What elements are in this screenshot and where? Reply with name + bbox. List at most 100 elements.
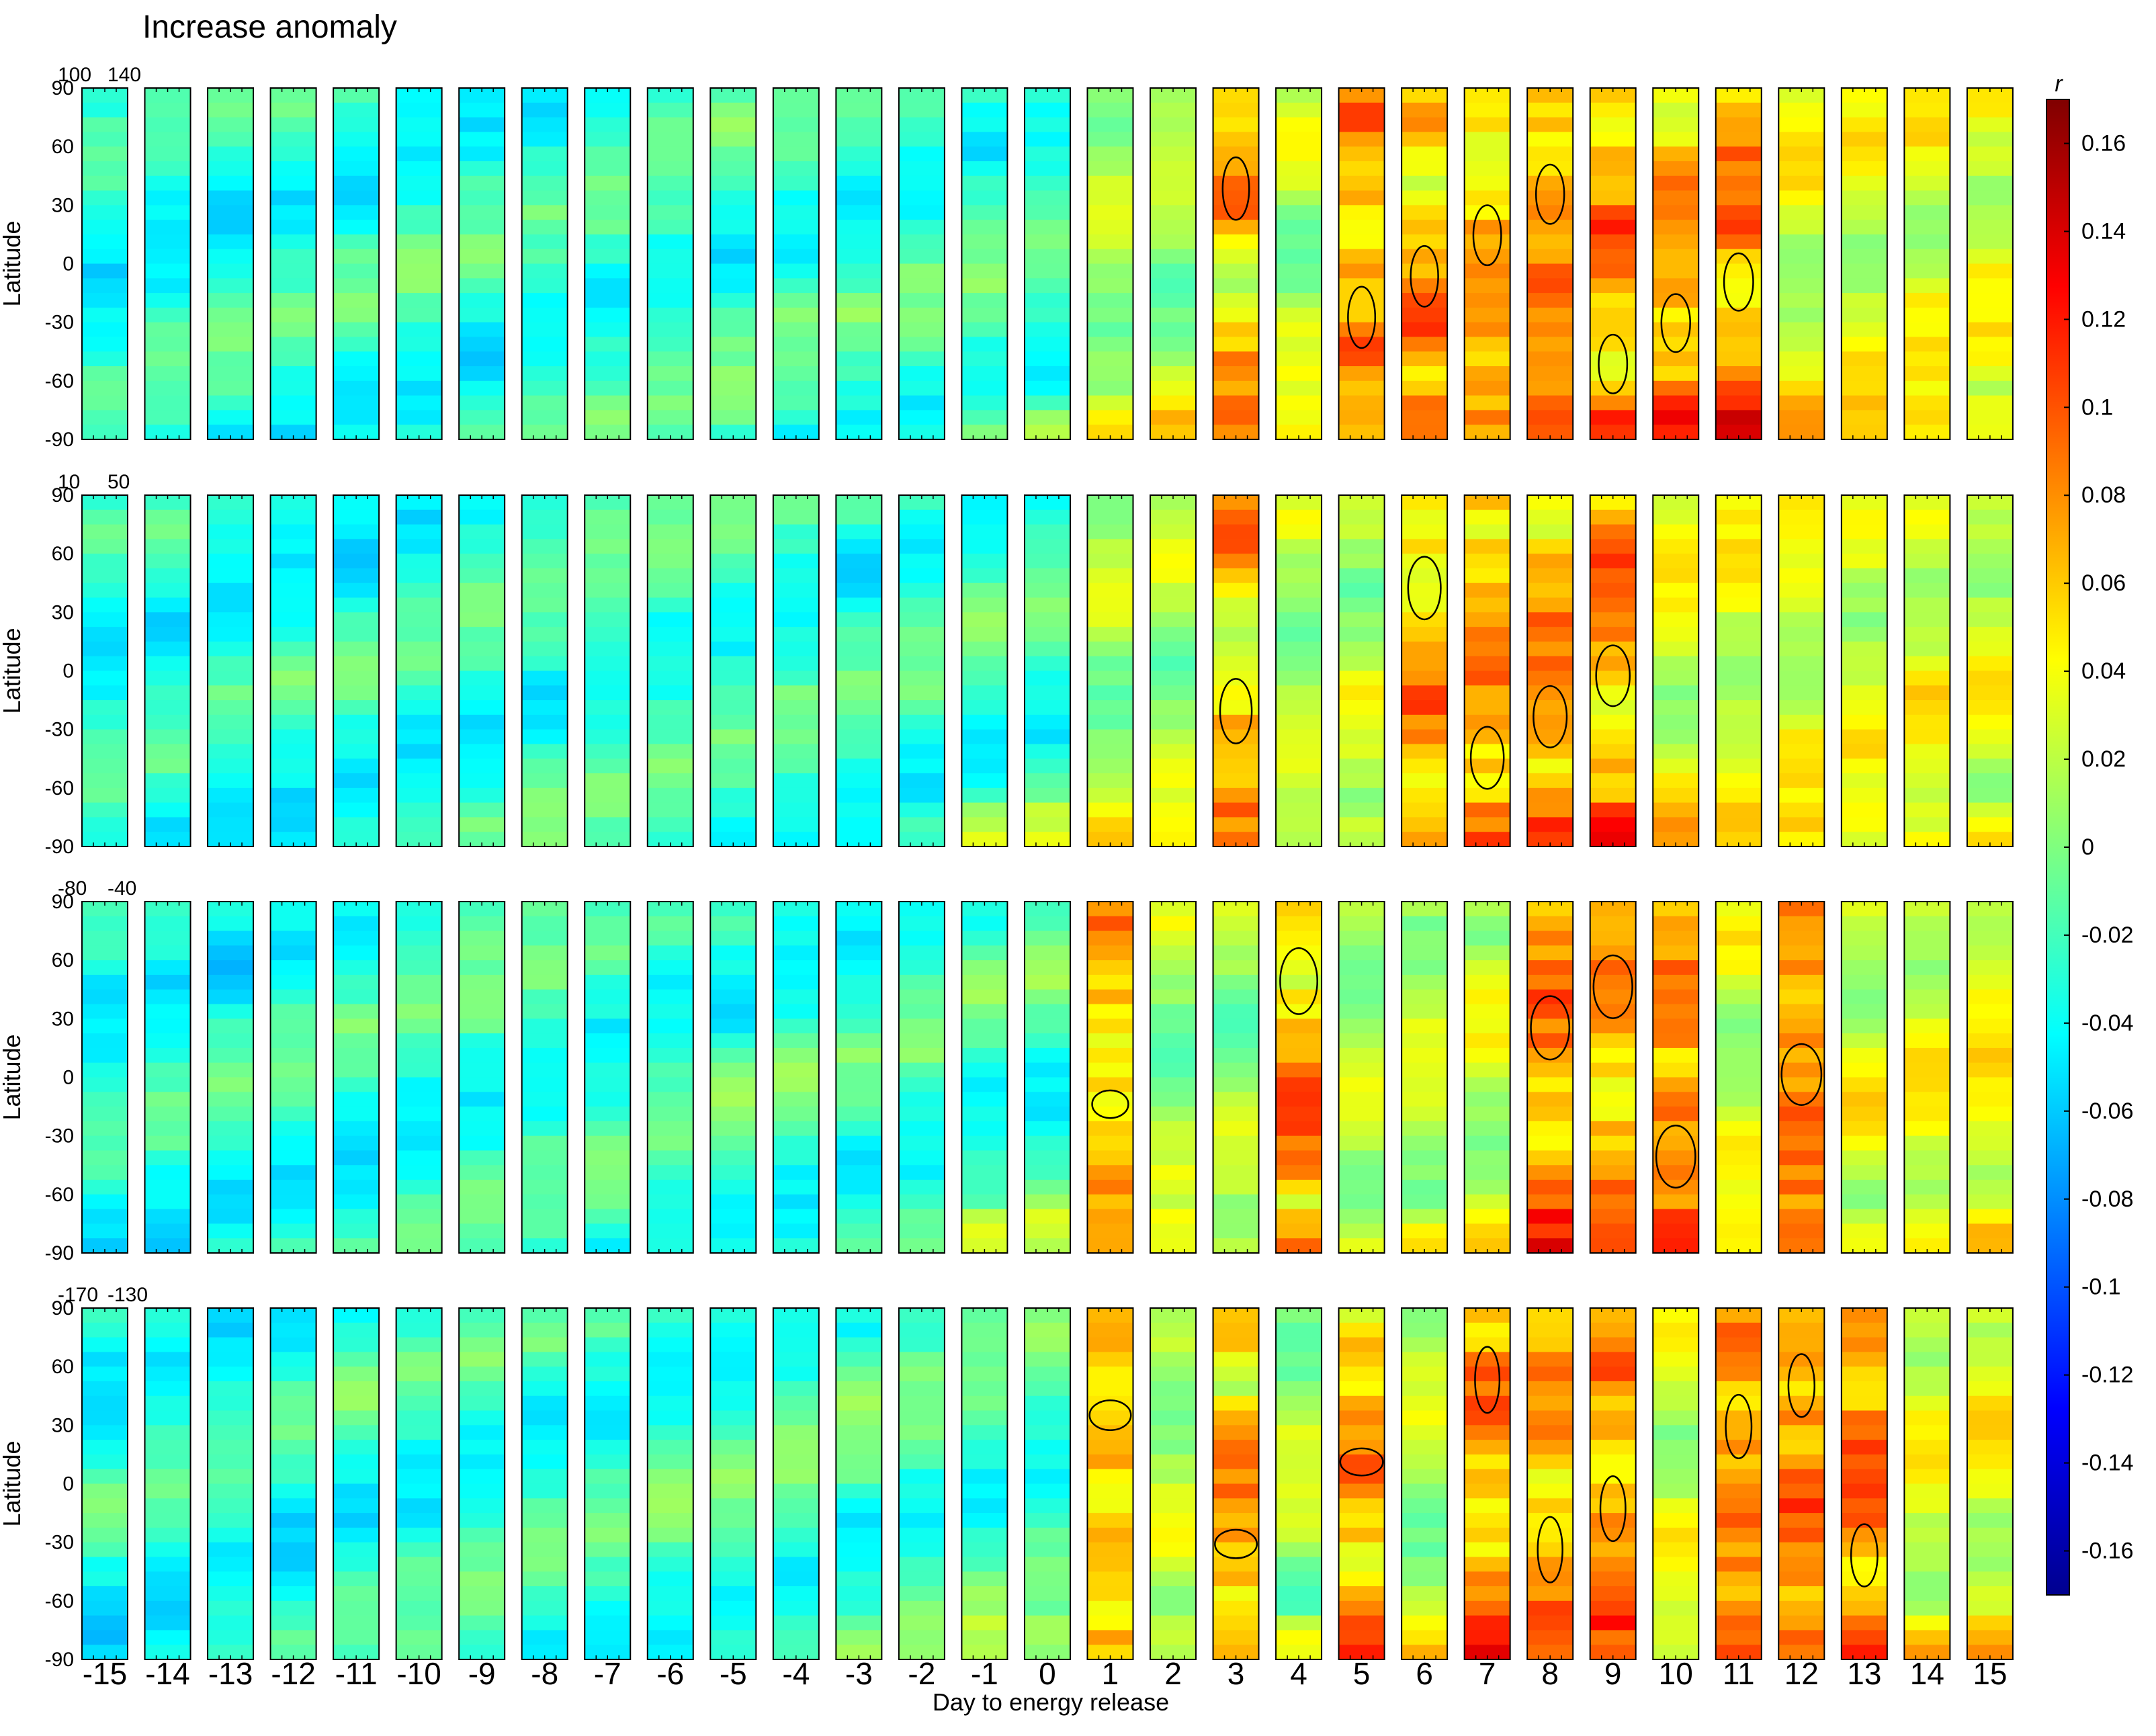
heatmap-cell: [270, 220, 316, 235]
heatmap-cell: [961, 307, 1008, 323]
heatmap-cell: [585, 220, 631, 235]
heatmap-cell: [1402, 1077, 1448, 1092]
heatmap-cell: [585, 700, 631, 715]
heatmap-cell: [1402, 700, 1448, 715]
heatmap-cell: [1338, 1600, 1385, 1616]
heatmap-cell: [521, 1322, 568, 1338]
significance-contour: [1533, 685, 1568, 748]
day-column: [1212, 1307, 1260, 1660]
heatmap-cell: [1904, 700, 1950, 715]
latitude-tick-label: 60: [52, 136, 74, 158]
heatmap-cell: [208, 539, 254, 554]
heatmap-cell: [1150, 1600, 1197, 1616]
heatmap-cell: [1338, 1557, 1385, 1572]
heatmap-cell: [1464, 989, 1510, 1005]
heatmap-cell: [710, 278, 757, 294]
heatmap-cell: [647, 773, 693, 789]
heatmap-cell: [396, 916, 442, 932]
heatmap-cell: [82, 916, 128, 932]
heatmap-cell: [459, 322, 505, 338]
heatmap-cell: [1087, 744, 1133, 759]
heatmap-cell: [647, 1571, 693, 1587]
heatmap-cell: [1087, 249, 1133, 265]
heatmap-cell: [1402, 410, 1448, 425]
y-axis-label: Latitude: [0, 627, 26, 713]
heatmap-cell: [710, 249, 757, 265]
heatmap-cell: [836, 249, 882, 265]
chart-title: Increase anomaly: [142, 9, 397, 45]
heatmap-cell: [1841, 1410, 1887, 1426]
heatmap-cell: [82, 1542, 128, 1558]
day-column: [1526, 87, 1574, 440]
heatmap-cell: [1402, 1440, 1448, 1455]
longitude-range-label-end: 140: [107, 64, 141, 86]
heatmap-cell: [1024, 1615, 1070, 1631]
heatmap-cell: [836, 1165, 882, 1180]
heatmap-cell: [1338, 1223, 1385, 1239]
heatmap-cell: [1338, 1337, 1385, 1352]
heatmap-cell: [1087, 930, 1133, 946]
heatmap-cell: [208, 989, 254, 1005]
heatmap-cell: [1150, 817, 1197, 832]
heatmap-cell: [1590, 524, 1636, 539]
heatmap-cell: [1653, 509, 1699, 525]
heatmap-cell: [1653, 1527, 1699, 1543]
heatmap-cell: [961, 1483, 1008, 1499]
heatmap-cell: [333, 700, 380, 715]
heatmap-cell: [1338, 1454, 1385, 1470]
heatmap-cell: [1527, 758, 1573, 774]
day-column: [1652, 87, 1700, 440]
heatmap-cell: [1024, 1366, 1070, 1382]
heatmap-cell: [333, 685, 380, 701]
heatmap-cell: [1715, 582, 1762, 599]
heatmap-cell: [333, 322, 380, 338]
heatmap-cell: [1024, 802, 1070, 818]
heatmap-cell: [585, 1542, 631, 1558]
heatmap-cell: [773, 366, 819, 382]
heatmap-cell: [585, 1180, 631, 1195]
heatmap-cell: [270, 1600, 316, 1616]
heatmap-cell: [1338, 960, 1385, 975]
heatmap-cell: [1276, 960, 1322, 975]
heatmap-cell: [1715, 1352, 1762, 1367]
day-tick-label: -7: [594, 1656, 621, 1691]
heatmap-cell: [1338, 249, 1385, 265]
heatmap-cell: [1527, 568, 1573, 584]
heatmap-cell: [1150, 612, 1197, 627]
longitude-range-label: 10: [58, 471, 80, 493]
heatmap-cell: [898, 1194, 945, 1210]
heatmap-cell: [1402, 960, 1448, 975]
heatmap-cell: [961, 1180, 1008, 1195]
heatmap-cell: [1464, 1092, 1510, 1107]
heatmap-cell: [1841, 1513, 1887, 1528]
heatmap-cell: [961, 1498, 1008, 1514]
heatmap-cell: [208, 1469, 254, 1485]
heatmap-cell: [961, 1047, 1008, 1064]
heatmap-cell: [1778, 1062, 1825, 1078]
heatmap-cell: [1715, 1557, 1762, 1572]
heatmap-cell: [1904, 524, 1950, 539]
heatmap-cell: [1402, 1223, 1448, 1239]
heatmap-cell: [898, 1410, 945, 1426]
heatmap-cell: [961, 974, 1008, 990]
heatmap-cell: [961, 1018, 1008, 1034]
heatmap-cell: [1653, 817, 1699, 832]
heatmap-cell: [1778, 817, 1825, 832]
heatmap-cell: [1276, 1004, 1322, 1019]
heatmap-cell: [333, 220, 380, 235]
heatmap-cell: [144, 337, 191, 352]
heatmap-cell: [1087, 1454, 1133, 1470]
heatmap-cell: [144, 1440, 191, 1455]
heatmap-cell: [1276, 1106, 1322, 1122]
heatmap-cell: [1841, 787, 1887, 804]
heatmap-cell: [647, 102, 693, 118]
heatmap-cell: [521, 380, 568, 396]
heatmap-cell: [1276, 1483, 1322, 1499]
heatmap-cell: [1087, 1033, 1133, 1049]
heatmap-cell: [1715, 1092, 1762, 1107]
heatmap-cell: [1024, 1033, 1070, 1049]
heatmap-cell: [1841, 802, 1887, 818]
heatmap-cell: [710, 1498, 757, 1514]
heatmap-cell: [1276, 509, 1322, 525]
heatmap-cell: [1213, 1542, 1259, 1558]
